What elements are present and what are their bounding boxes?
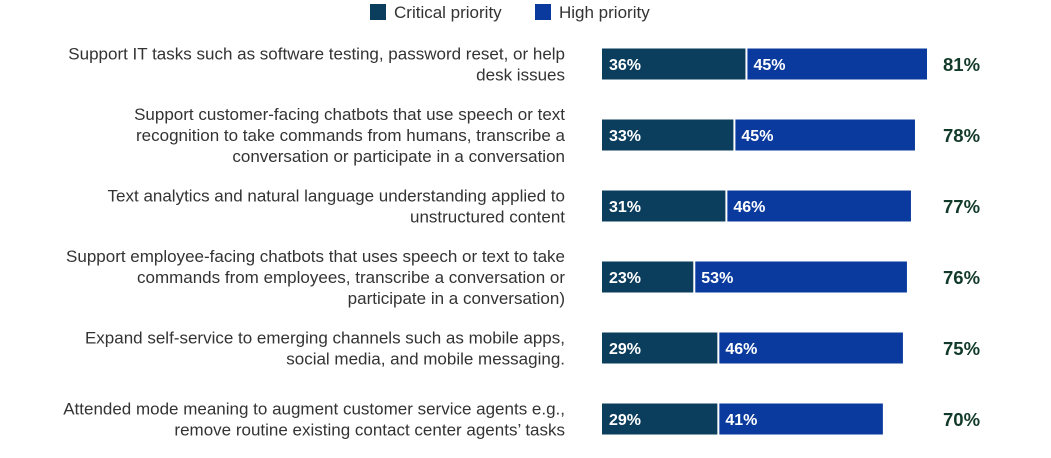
bar-row: Text analytics and natural language unde… <box>108 187 980 227</box>
legend-label-high: High priority <box>559 3 650 22</box>
category-label-line: unstructured content <box>410 208 565 227</box>
total-label: 76% <box>943 267 980 288</box>
category-label-line: participate in a conversation) <box>348 289 565 308</box>
bar-label-high: 45% <box>741 128 773 145</box>
bar-label-high: 46% <box>733 199 765 216</box>
bar-label-critical: 36% <box>609 57 641 74</box>
total-label: 70% <box>943 409 980 430</box>
bar-label-critical: 23% <box>609 270 641 287</box>
bar-high <box>734 119 915 151</box>
bar-critical <box>602 261 695 293</box>
bar-row: Support IT tasks such as software testin… <box>68 45 980 85</box>
bar-high <box>694 261 907 293</box>
category-label-line: Expand self-service to emerging channels… <box>85 329 565 348</box>
bar-row: Support employee-facing chatbots that us… <box>66 247 980 308</box>
category-label-line: recognition to take commands from humans… <box>136 126 566 145</box>
bar-label-high: 45% <box>753 57 785 74</box>
bar-label-high: 53% <box>701 270 733 287</box>
category-label-line: commands from employees, transcribe a co… <box>137 268 565 287</box>
category-label: Support IT tasks such as software testin… <box>68 45 565 85</box>
legend-label-critical: Critical priority <box>394 3 502 22</box>
bar-critical <box>602 48 747 80</box>
bar-label-critical: 29% <box>609 341 641 358</box>
legend-swatch-high <box>535 4 551 20</box>
bar-critical <box>602 403 719 435</box>
legend-swatch-critical <box>370 4 386 20</box>
category-label-line: Support customer-facing chatbots that us… <box>134 105 565 124</box>
total-label: 81% <box>943 54 980 75</box>
category-label-line: Support employee-facing chatbots that us… <box>66 247 565 266</box>
category-label-line: Support IT tasks such as software testin… <box>68 45 565 64</box>
category-label: Attended mode meaning to augment custome… <box>63 400 565 440</box>
category-label: Support customer-facing chatbots that us… <box>134 105 565 166</box>
category-label-line: Text analytics and natural language unde… <box>108 187 565 206</box>
bar-high <box>718 332 903 364</box>
bar-row: Attended mode meaning to augment custome… <box>63 400 980 440</box>
bar-row: Expand self-service to emerging channels… <box>85 329 980 369</box>
bar-label-critical: 29% <box>609 412 641 429</box>
bar-label-high: 41% <box>725 412 757 429</box>
bar-high <box>718 403 883 435</box>
bar-high <box>746 48 927 80</box>
bar-label-critical: 31% <box>609 199 641 216</box>
total-label: 77% <box>943 196 980 217</box>
category-label-line: conversation or participate in a convers… <box>232 147 565 166</box>
bar-row: Support customer-facing chatbots that us… <box>134 105 980 166</box>
bar-high <box>726 190 911 222</box>
total-label: 75% <box>943 338 980 359</box>
category-label-line: desk issues <box>476 66 565 85</box>
category-label: Support employee-facing chatbots that us… <box>66 247 565 308</box>
total-label: 78% <box>943 125 980 146</box>
bar-critical <box>602 332 719 364</box>
category-label: Expand self-service to emerging channels… <box>85 329 565 369</box>
legend: Critical priority High priority <box>370 3 650 22</box>
bar-label-critical: 33% <box>609 128 641 145</box>
category-label-line: Attended mode meaning to augment custome… <box>63 400 565 419</box>
bar-critical <box>602 119 735 151</box>
bar-label-high: 46% <box>725 341 757 358</box>
category-label: Text analytics and natural language unde… <box>108 187 566 227</box>
chart-rows: Support IT tasks such as software testin… <box>63 45 980 440</box>
bar-critical <box>602 190 727 222</box>
category-label-line: remove routine existing contact center a… <box>174 421 565 440</box>
category-label-line: social media, and mobile messaging. <box>286 350 565 369</box>
